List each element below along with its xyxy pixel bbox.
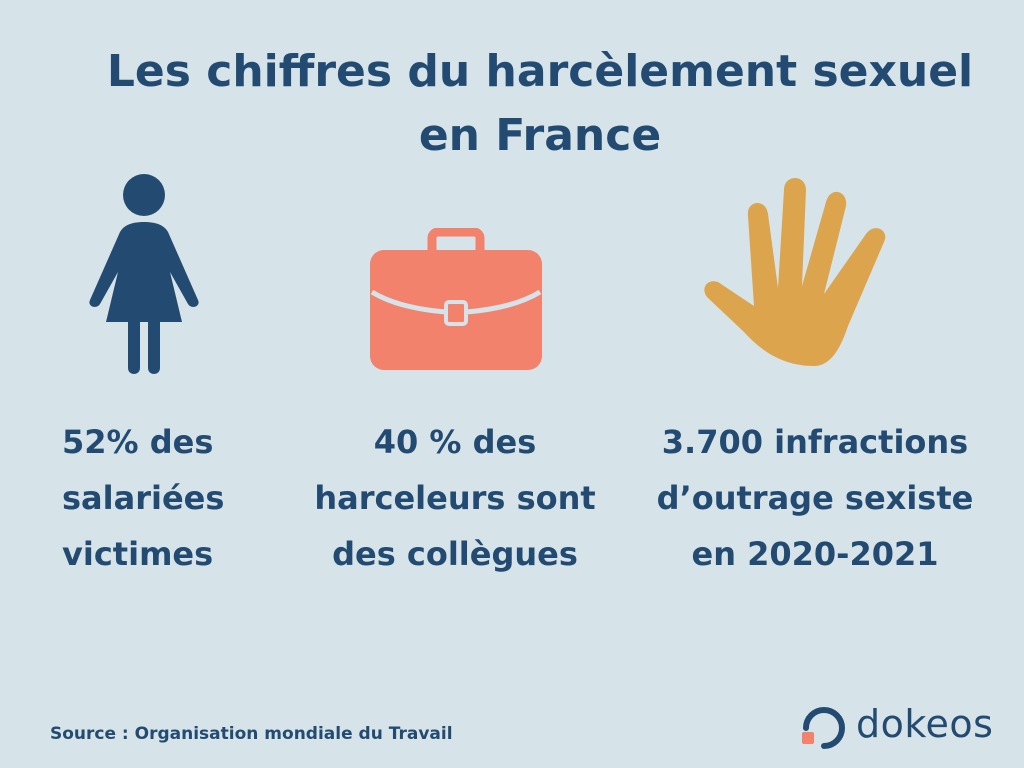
stat-line: 3.700 infractions	[661, 423, 969, 461]
stat-harceleurs-collegues: 40 % des harceleurs sont des collègues	[300, 414, 610, 582]
briefcase-icon	[370, 228, 542, 370]
page-title: Les chiffres du harcèlement sexuel en Fr…	[60, 40, 1020, 168]
stat-line: salariées	[62, 479, 225, 517]
stat-line: des collègues	[332, 535, 578, 573]
stat-line: victimes	[62, 535, 214, 573]
woman-icon	[89, 174, 199, 374]
dokeos-logo-icon	[802, 707, 845, 749]
stat-line: d’outrage sexiste	[656, 479, 974, 517]
title-line-1: Les chiffres du harcèlement sexuel	[106, 46, 974, 97]
stat-salariees-victimes: 52% des salariées victimes	[62, 414, 224, 582]
logo-text: dokeos	[856, 702, 994, 746]
stat-line: 40 % des	[373, 423, 537, 461]
stat-line: 52% des	[62, 423, 214, 461]
source-note: Source : Organisation mondiale du Travai…	[50, 724, 453, 744]
stat-line: en 2020-2021	[691, 535, 939, 573]
title-line-2: en France	[418, 110, 662, 161]
stat-line: harceleurs sont	[314, 479, 596, 517]
stat-infractions-outrage: 3.700 infractions d’outrage sexiste en 2…	[640, 414, 990, 582]
dokeos-logo: dokeos	[798, 694, 993, 754]
hand-icon	[704, 178, 886, 366]
